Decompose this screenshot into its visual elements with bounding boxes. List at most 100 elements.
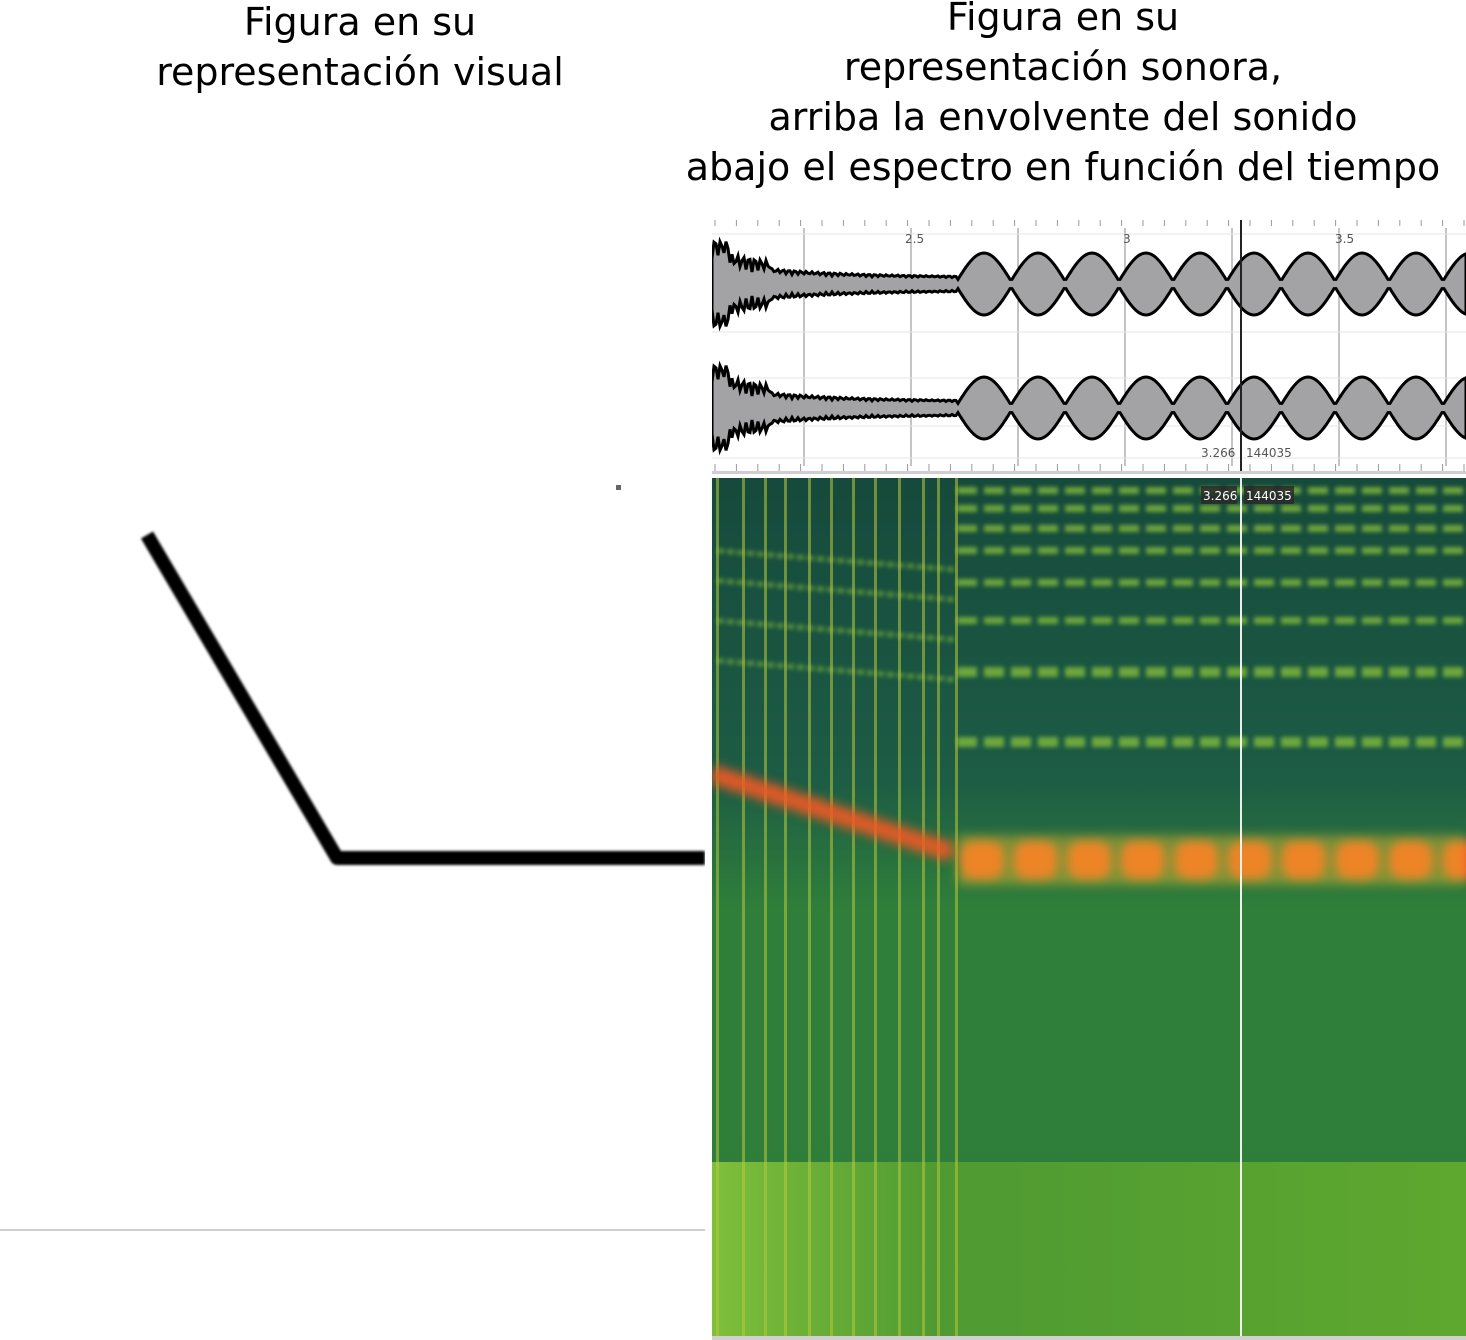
- harmonic-segment: [1092, 547, 1112, 554]
- ruler-bar: [712, 471, 1466, 474]
- harmonic-segment: [1038, 667, 1058, 677]
- harmonic-segment: [1065, 505, 1085, 512]
- harmonic-segment: [1443, 487, 1463, 494]
- fundamental-blob: [837, 806, 855, 829]
- harmonic-segment: [1119, 505, 1139, 512]
- fundamental-blob: [725, 770, 743, 793]
- harmonic-segment: [1254, 579, 1274, 586]
- harmonic-segment: [1443, 737, 1463, 747]
- harmonic-segment: [927, 635, 934, 641]
- spectrogram-fundamental: [712, 765, 1466, 885]
- harmonic-segment: [767, 662, 774, 668]
- harmonic-segment: [1335, 737, 1355, 747]
- harmonic-segment: [1308, 617, 1328, 624]
- caption-visual: Figura en su representación visual: [60, 0, 660, 97]
- waveform-channel-2: [710, 360, 1466, 456]
- harmonic-segment: [1038, 547, 1058, 554]
- harmonic-segment: [1119, 617, 1139, 624]
- harmonic-segment: [1281, 579, 1301, 586]
- harmonic-segment: [1389, 525, 1409, 532]
- transient-line: [874, 478, 877, 1336]
- harmonic-segment: [857, 589, 864, 595]
- harmonic-segment: [1335, 505, 1355, 512]
- fundamental-blob: [767, 783, 785, 806]
- harmonic-segment: [1227, 505, 1247, 512]
- harmonic-segment: [1254, 525, 1274, 532]
- harmonic-segment: [1227, 737, 1247, 747]
- harmonic-segment: [1173, 737, 1193, 747]
- harmonic-segment: [984, 579, 1004, 586]
- harmonic-segment: [957, 487, 977, 494]
- harmonic-segment: [1173, 547, 1193, 554]
- harmonic-segment: [787, 624, 794, 629]
- harmonic-segment: [1362, 525, 1382, 532]
- harmonic-segment: [1416, 737, 1436, 747]
- harmonic-segment: [957, 667, 977, 677]
- harmonic-segment: [907, 633, 914, 639]
- harmonic-segment: [927, 595, 934, 601]
- transient-line: [898, 478, 901, 1336]
- harmonic-segment: [937, 676, 944, 681]
- harmonic-segment: [727, 659, 734, 665]
- waveform-svg: 2.5 3 3.5 3.266 144035: [710, 220, 1466, 474]
- harmonic-segment: [984, 487, 1004, 494]
- harmonic-segment: [737, 660, 744, 665]
- spectrogram-harmonics: [717, 487, 1463, 747]
- fundamental-band: [957, 835, 1466, 885]
- caption-sound-line-3: arriba la envolvente del sonido: [768, 95, 1358, 139]
- fundamental-blob: [781, 788, 799, 811]
- visual-figure-svg: [0, 485, 705, 1231]
- harmonic-segment: [1308, 505, 1328, 512]
- harmonic-segment: [1011, 667, 1031, 677]
- harmonic-segment: [847, 628, 854, 634]
- fundamental-blob: [795, 793, 813, 816]
- harmonic-segment: [1065, 579, 1085, 586]
- harmonic-segment: [1065, 667, 1085, 677]
- harmonic-segment: [717, 618, 724, 624]
- harmonic-segment: [1038, 505, 1058, 512]
- harmonic-segment: [817, 556, 824, 562]
- harmonic-segment: [1362, 487, 1382, 494]
- harmonic-segment: [1092, 617, 1112, 624]
- harmonic-segment: [1443, 505, 1463, 512]
- harmonic-segment: [1335, 487, 1355, 494]
- harmonic-segment: [787, 664, 794, 669]
- harmonic-segment: [1335, 667, 1355, 677]
- harmonic-segment: [737, 580, 744, 585]
- fundamental-blob: [935, 838, 953, 861]
- harmonic-segment: [1362, 579, 1382, 586]
- harmonic-segment: [1011, 737, 1031, 747]
- harmonic-segment: [1200, 525, 1220, 532]
- harmonic-segment: [1443, 579, 1463, 586]
- harmonic-segment: [1362, 505, 1382, 512]
- harmonic-segment: [1200, 737, 1220, 747]
- harmonic-segment: [717, 578, 724, 584]
- transient-line: [937, 478, 940, 1336]
- ruler-tick-3: 3: [1123, 232, 1131, 246]
- harmonic-segment: [1011, 525, 1031, 532]
- harmonic-segment: [817, 666, 824, 672]
- harmonic-segment: [757, 551, 764, 557]
- harmonic-segment: [927, 675, 934, 681]
- harmonic-segment: [907, 563, 914, 569]
- harmonic-segment: [1308, 667, 1328, 677]
- harmonic-segment: [777, 623, 784, 629]
- harmonic-segment: [857, 669, 864, 675]
- harmonic-segment: [1065, 737, 1085, 747]
- transient-line: [922, 478, 925, 1336]
- harmonic-segment: [1119, 547, 1139, 554]
- harmonic-segment: [1362, 547, 1382, 554]
- caption-sound-line-4: abajo el espectro en función del tiempo: [685, 145, 1441, 189]
- harmonic-segment: [837, 628, 844, 633]
- harmonic-segment: [917, 674, 924, 680]
- waveform-ruler: [714, 220, 1465, 226]
- harmonic-segment: [877, 631, 884, 637]
- transient-line: [742, 478, 745, 1336]
- harmonic-segment: [1281, 547, 1301, 554]
- harmonic-segment: [1227, 667, 1247, 677]
- harmonic-segment: [1281, 737, 1301, 747]
- harmonic-segment: [877, 561, 884, 567]
- harmonic-segment: [1173, 617, 1193, 624]
- fundamental-blob: [921, 834, 939, 857]
- harmonic-segment: [937, 566, 944, 571]
